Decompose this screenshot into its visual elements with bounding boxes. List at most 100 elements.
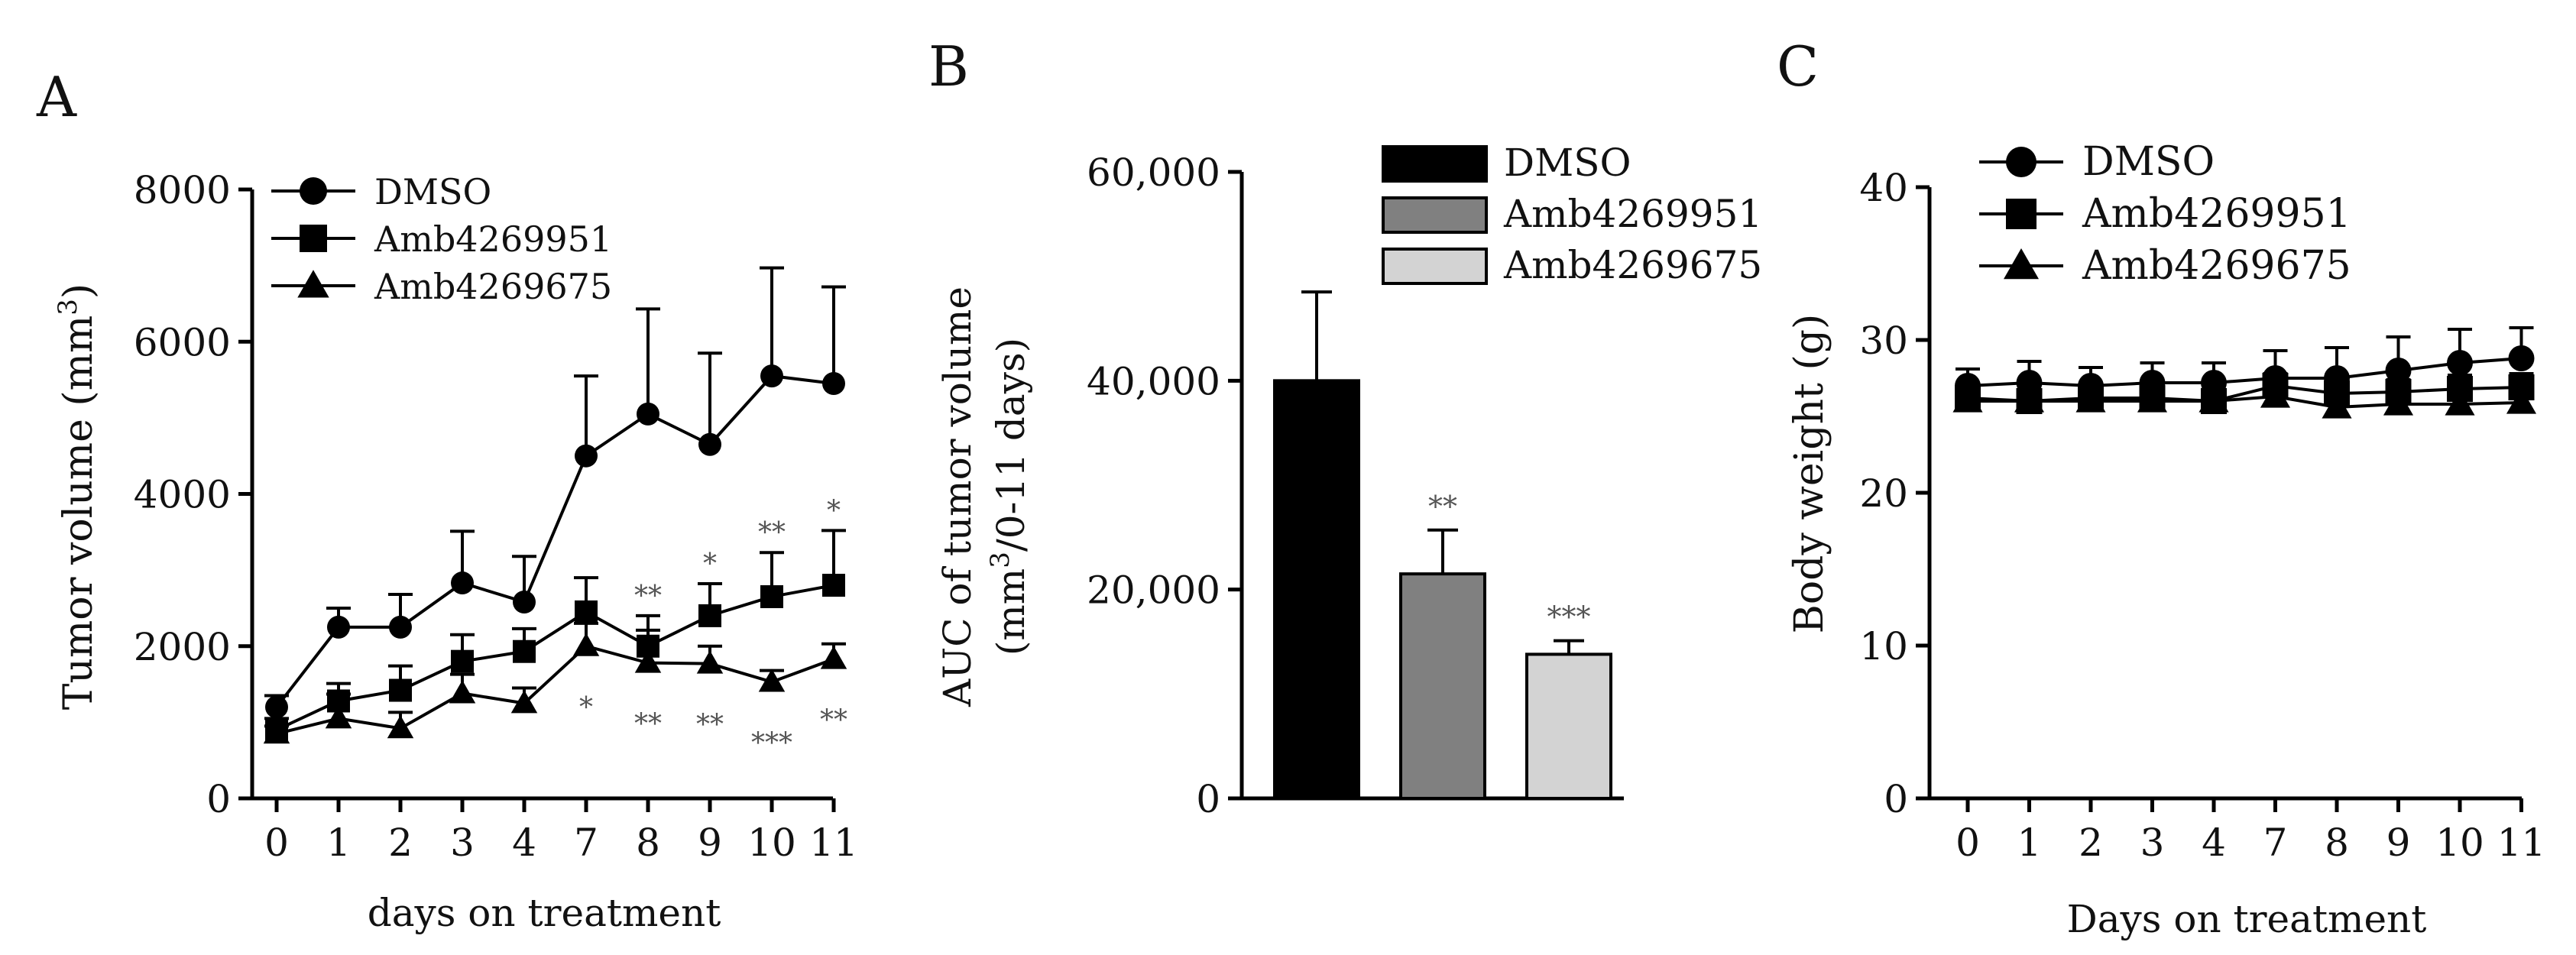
- panel-a-y-axis-label: Tumor volume (mm3): [53, 283, 102, 710]
- panel-a-x-tick-label: 4: [512, 821, 536, 865]
- panel-b-y-axis-label-line2: (mm3/0-11 days): [985, 338, 1033, 656]
- panel-a-dmso-point: [637, 402, 659, 426]
- panel-a-amb4269951-point: [575, 600, 598, 623]
- panel-a-legend: DMSO Amb4269951 Amb4269675: [271, 171, 612, 307]
- panel-b-significance-marker: ***: [1547, 601, 1591, 634]
- panel-a-amb4269951-point: [698, 604, 721, 627]
- panel-c-x-tick-label: 4: [2202, 821, 2226, 865]
- panel-c-amb4269675-point: [2260, 381, 2291, 408]
- panel-a-y-tick-label: 8000: [134, 168, 231, 212]
- panel-c-dmso-point: [2385, 358, 2412, 384]
- panel-c-x-tick-label: 7: [2263, 821, 2288, 865]
- panel-b-bar-amb4269675: [1525, 652, 1612, 801]
- panel-a-amb4269951-point: [389, 678, 412, 702]
- panel-b-legend-swatch-amb4269675: [1382, 248, 1488, 285]
- panel-a-amb4269675-point: [263, 720, 290, 744]
- panel-a-significance-marker: *: [579, 692, 593, 724]
- panel-a-amb4269951-point: [451, 649, 474, 673]
- panel-c-dmso-point: [2508, 345, 2535, 371]
- panel-c-legend-label-amb4269951: Amb4269951: [2082, 191, 2351, 237]
- panel-a-y-tick-label: 4000: [134, 473, 231, 517]
- panel-a-amb4269951-point: [513, 639, 536, 663]
- panel-label-b: B: [928, 34, 969, 99]
- panel-b-bar-dmso: [1273, 379, 1360, 801]
- panel-a-dmso-point: [575, 444, 598, 468]
- panel-a-dmso-point: [760, 364, 783, 388]
- panel-c-amb4269675-point: [2506, 387, 2537, 414]
- panel-a-dmso-point: [822, 372, 845, 396]
- panel-c-y-tick-label: 10: [1859, 624, 1908, 668]
- panel-a-legend-marker-amb4269675: [297, 270, 329, 298]
- panel-b-legend-label-dmso: DMSO: [1504, 141, 1631, 185]
- panel-a-x-tick-label: 8: [636, 821, 660, 865]
- panel-a-y-tick-label: 2000: [134, 625, 231, 669]
- panel-a-series-dmso-line: [275, 374, 834, 708]
- panel-c-amb4269675-point: [1952, 386, 1983, 413]
- panel-a-y-tick-label: 6000: [134, 320, 231, 364]
- panel-a-legend-label-amb4269951: Amb4269951: [374, 219, 612, 260]
- panel-a-significance-marker: **: [758, 517, 786, 549]
- panel-label-a: A: [36, 65, 77, 129]
- panel-label-c: C: [1777, 34, 1819, 99]
- panel-b-y-tick-label: 0: [1196, 777, 1220, 821]
- panel-a-dmso-point: [451, 571, 474, 595]
- panel-a-dmso-point: [698, 432, 721, 456]
- panel-c-legend-label-amb4269675: Amb4269675: [2082, 243, 2351, 289]
- panel-a-significance-marker: **: [820, 705, 847, 736]
- panel-c-x-tick-label: 8: [2325, 821, 2349, 865]
- panel-b-legend-swatch-dmso: [1382, 145, 1488, 183]
- panel-a-dmso-point: [327, 615, 350, 639]
- panel-c-y-tick-label: 40: [1859, 166, 1908, 210]
- panel-a-significance-marker: *: [703, 549, 717, 580]
- panel-c-amb4269675-point: [2199, 386, 2229, 413]
- panel-a-amb4269675-point: [572, 633, 600, 656]
- panel-c-series-dmso-line: [1967, 357, 2522, 388]
- panel-a-x-tick-label: 11: [809, 821, 858, 865]
- panel-a-x-tick-label: 10: [747, 821, 796, 865]
- panel-b-legend-label-amb4269675: Amb4269675: [1503, 243, 1762, 287]
- panel-a-significance-marker: **: [634, 709, 662, 740]
- panel-b-bar-amb4269951: [1399, 572, 1486, 801]
- panel-b-legend: DMSO Amb4269951 Amb4269675: [1382, 141, 1762, 287]
- panel-a-amb4269951-point: [760, 584, 783, 608]
- panel-c-x-tick-label: 0: [1955, 821, 1980, 865]
- panel-c-amb4269675-point: [2014, 386, 2045, 413]
- panel-c-dmso-point: [2447, 350, 2473, 376]
- panel-b-significance-marker: **: [1428, 490, 1457, 523]
- panel-c-amb4269675-point: [2137, 386, 2168, 413]
- panel-a-x-tick-label: 3: [450, 821, 475, 865]
- panel-c-amb4269675-point: [2445, 389, 2475, 416]
- panel-c-x-axis-label: Days on treatment: [2067, 897, 2427, 941]
- panel-c-series-amb4269675-line: [1968, 394, 2522, 410]
- panel-c-x-tick-label: 3: [2140, 821, 2165, 865]
- panel-a-amb4269675-point: [449, 680, 476, 704]
- panel-b-y-tick-label: 60,000: [1087, 151, 1220, 195]
- panel-a-significance-marker: **: [634, 581, 662, 612]
- panel-a-amb4269675-point: [758, 668, 786, 692]
- panel-c-amb4269675-point: [2383, 389, 2414, 416]
- panel-c-amb4269675-point: [2322, 392, 2352, 419]
- panel-c-x-tick-label: 11: [2497, 821, 2546, 865]
- panel-c-legend: DMSO Amb4269951 Amb4269675: [1979, 139, 2351, 289]
- panel-c-x-tick-label: 2: [2079, 821, 2103, 865]
- panel-a-x-tick-label: 7: [574, 821, 598, 865]
- panel-a-legend-marker-dmso: [300, 177, 327, 205]
- panel-a-dmso-point: [513, 590, 536, 613]
- panel-c-y-tick-label: 0: [1884, 777, 1908, 821]
- panel-a-legend-label-dmso: DMSO: [374, 171, 491, 212]
- panel-a-x-tick-label: 0: [264, 821, 289, 865]
- panel-c-y-axis-label: Body weight (g): [1787, 314, 1832, 634]
- panel-a-amb4269675-point: [696, 650, 724, 674]
- panel-a-significance-marker: *: [827, 495, 841, 526]
- panel-a-amb4269675-point: [325, 705, 352, 729]
- panel-c-y-tick-label: 30: [1859, 319, 1908, 363]
- panel-b-y-axis-label-line1: AUC of tumor volume: [935, 286, 980, 707]
- panel-c-y-tick-label: 20: [1859, 471, 1908, 516]
- panel-b-y-tick-label: 20,000: [1087, 568, 1220, 613]
- panel-c-x-tick-label: 10: [2435, 821, 2484, 865]
- panel-a-dmso-point: [265, 695, 288, 719]
- panel-a-amb4269951-point: [822, 574, 845, 597]
